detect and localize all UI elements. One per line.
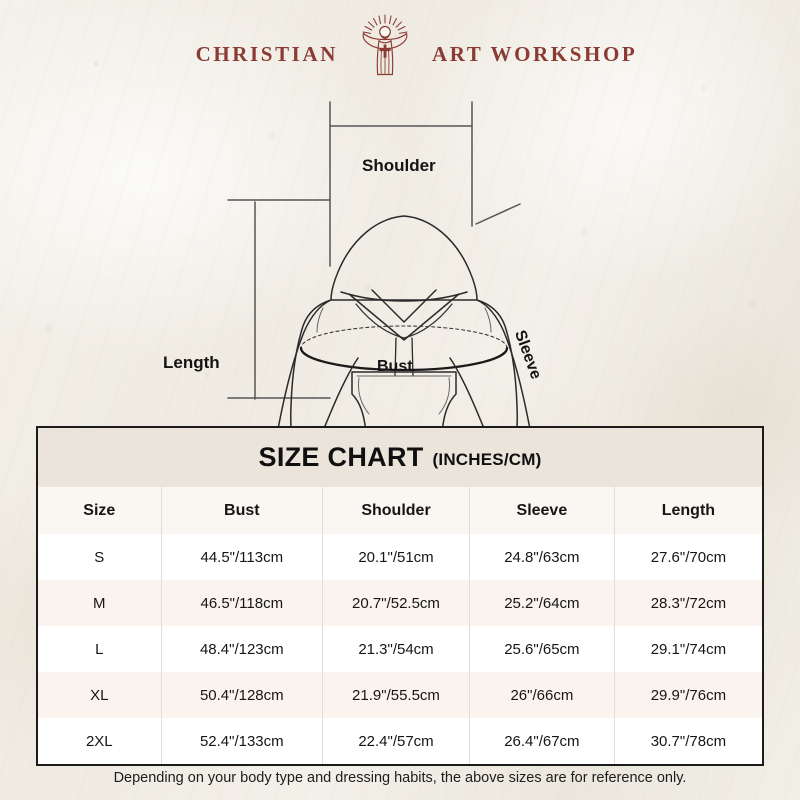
- brand-word-right: ART WORKSHOP: [432, 41, 638, 66]
- size-chart-table: Size Bust Shoulder Sleeve Length S 44.5"…: [38, 487, 762, 764]
- right-sleeve-outline: [449, 299, 531, 426]
- col-header-bust: Bust: [160, 487, 323, 534]
- col-header-sleeve: Sleeve: [468, 487, 615, 534]
- table-row: XL 50.4"/128cm 21.9"/55.5cm 26"/66cm 29.…: [38, 672, 762, 718]
- label-shoulder: Shoulder: [362, 156, 436, 175]
- table-header-row: Size Bust Shoulder Sleeve Length: [38, 487, 762, 534]
- table-row: M 46.5"/118cm 20.7"/52.5cm 25.2"/64cm 28…: [38, 580, 762, 626]
- hood-outline: [330, 215, 478, 301]
- cell-shoulder: 21.9"/55.5cm: [322, 672, 470, 718]
- cell-bust: 44.5"/113cm: [160, 534, 323, 580]
- col-header-shoulder: Shoulder: [322, 487, 470, 534]
- christ-figure-with-cross-icon: [348, 14, 422, 80]
- size-chart-card: SIZE CHART (INCHES/CM) Size Bust Shoulde…: [36, 426, 764, 766]
- cell-sleeve: 25.2"/64cm: [468, 580, 615, 626]
- label-bust: Bust: [377, 358, 413, 375]
- kangaroo-pocket: [351, 371, 457, 426]
- table-row: L 48.4"/123cm 21.3"/54cm 25.6"/65cm 29.1…: [38, 626, 762, 672]
- cell-bust: 46.5"/118cm: [160, 580, 323, 626]
- col-header-length: Length: [613, 487, 762, 534]
- label-length: Length: [163, 353, 220, 372]
- cell-shoulder: 21.3"/54cm: [322, 626, 470, 672]
- cell-length: 30.7"/78cm: [613, 718, 762, 764]
- cell-bust: 52.4"/133cm: [160, 718, 323, 764]
- cell-sleeve: 26"/66cm: [468, 672, 615, 718]
- cell-size: 2XL: [38, 718, 162, 764]
- cell-sleeve: 26.4"/67cm: [468, 718, 615, 764]
- cell-shoulder: 20.7"/52.5cm: [322, 580, 470, 626]
- cell-sleeve: 25.6"/65cm: [468, 626, 615, 672]
- cell-shoulder: 20.1"/51cm: [322, 534, 470, 580]
- table-row: S 44.5"/113cm 20.1"/51cm 24.8"/63cm 27.6…: [38, 534, 762, 580]
- cell-length: 29.1"/74cm: [613, 626, 762, 672]
- bust-ellipse-front: [299, 346, 509, 372]
- size-chart-title-band: SIZE CHART (INCHES/CM): [38, 428, 762, 487]
- cell-sleeve: 24.8"/63cm: [468, 534, 615, 580]
- cell-length: 29.9"/76cm: [613, 672, 762, 718]
- size-chart-units: (INCHES/CM): [432, 449, 542, 469]
- measurement-guides: [227, 101, 521, 400]
- size-chart-title: SIZE CHART: [258, 442, 424, 472]
- cell-size: S: [38, 534, 162, 580]
- body-outline: [290, 299, 518, 426]
- table-row: 2XL 52.4"/133cm 22.4"/57cm 26.4"/67cm 30…: [38, 718, 762, 764]
- cell-size: M: [38, 580, 162, 626]
- cell-bust: 48.4"/123cm: [160, 626, 323, 672]
- cell-size: XL: [38, 672, 162, 718]
- cell-shoulder: 22.4"/57cm: [322, 718, 470, 764]
- hoodie-diagram: Shoulder Length Bust Sleeve: [0, 76, 800, 426]
- brand-word-left: CHRISTIAN: [195, 41, 338, 66]
- brand-header: CHRISTIAN: [0, 14, 800, 80]
- cell-length: 27.6"/70cm: [613, 534, 762, 580]
- disclaimer-note: Depending on your body type and dressing…: [113, 770, 687, 786]
- left-sleeve-outline: [277, 299, 359, 426]
- cell-size: L: [38, 626, 162, 672]
- cell-length: 28.3"/72cm: [613, 580, 762, 626]
- cell-bust: 50.4"/128cm: [160, 672, 323, 718]
- col-header-size: Size: [38, 487, 162, 534]
